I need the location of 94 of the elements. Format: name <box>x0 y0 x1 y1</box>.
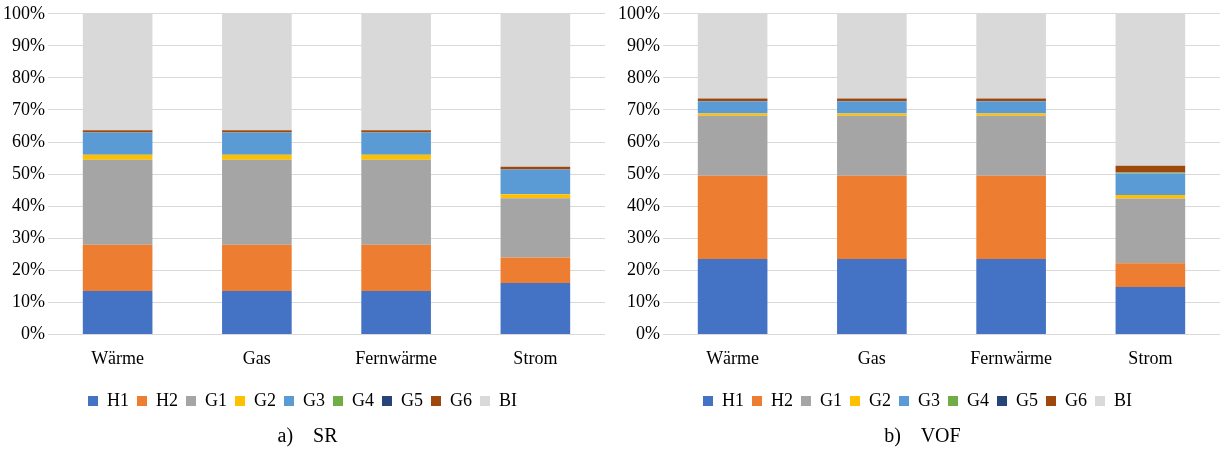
bar <box>500 257 571 284</box>
bar <box>976 98 1046 102</box>
bar <box>82 154 153 160</box>
bar <box>361 159 431 245</box>
y-tick-label: 10% <box>626 291 660 312</box>
bar <box>976 259 1046 334</box>
bar <box>1115 286 1186 334</box>
bar <box>361 154 431 160</box>
bar <box>500 283 571 334</box>
y-tick-label: 0% <box>20 323 45 344</box>
bar <box>976 101 1046 114</box>
text: b) VOF <box>884 424 961 447</box>
y-tick-label: 50% <box>11 162 45 183</box>
x-tick-label: Strom <box>513 347 558 368</box>
legend-label: G6 <box>1065 389 1087 410</box>
bar <box>976 115 1046 176</box>
bar <box>837 98 907 102</box>
bar <box>837 175 907 260</box>
y-tick-label: 100% <box>617 2 660 23</box>
legend-label: H1 <box>722 389 744 410</box>
text: a) SR <box>277 424 338 447</box>
bar <box>361 132 431 155</box>
y-tick-label: 40% <box>626 194 660 215</box>
y-tick-label: 60% <box>626 130 660 151</box>
x-tick-label: Strom <box>1128 347 1173 368</box>
bar <box>1115 173 1186 195</box>
legend-label: G1 <box>820 389 842 410</box>
bar <box>976 175 1046 260</box>
bar <box>500 198 571 258</box>
bar <box>222 154 292 160</box>
bar <box>697 175 768 260</box>
legend-label: G5 <box>401 389 423 410</box>
x-tick-label: Wärme <box>91 347 145 368</box>
bar <box>697 259 768 334</box>
bar <box>82 132 153 155</box>
bar <box>500 194 571 199</box>
y-tick-label: 60% <box>11 130 45 151</box>
y-tick-label: 90% <box>626 34 660 55</box>
bar <box>222 291 292 334</box>
bar <box>82 244 153 292</box>
bar <box>500 166 571 170</box>
y-tick-label: 40% <box>11 194 45 215</box>
legend-label: G2 <box>254 389 276 410</box>
bar <box>500 169 571 195</box>
y-tick-label: 20% <box>11 259 45 280</box>
bar <box>82 159 153 245</box>
bar <box>697 98 768 102</box>
y-tick-label: 80% <box>11 66 45 87</box>
y-tick-label: 100% <box>2 2 45 23</box>
x-tick-label: Fernwärme <box>970 347 1053 368</box>
bar <box>837 115 907 176</box>
x-tick-label: Fernwärme <box>355 347 438 368</box>
y-tick-label: 10% <box>11 291 45 312</box>
legend-label: G1 <box>205 389 227 410</box>
legend-label: H2 <box>156 389 178 410</box>
legend-label: BI <box>1114 389 1132 410</box>
y-tick-label: 30% <box>626 226 660 247</box>
y-tick-label: 80% <box>626 66 660 87</box>
legend-label: BI <box>499 389 517 410</box>
bar <box>222 132 292 155</box>
y-tick-label: 30% <box>11 226 45 247</box>
x-tick-label: Gas <box>857 347 886 368</box>
y-tick-label: 0% <box>635 323 660 344</box>
bar <box>976 113 1046 116</box>
y-tick-label: 20% <box>626 259 660 280</box>
bar <box>222 244 292 292</box>
bar <box>697 101 768 114</box>
bar <box>1115 263 1186 287</box>
legend-label: G2 <box>869 389 891 410</box>
bar <box>361 291 431 334</box>
legend-label: H2 <box>771 389 793 410</box>
bar <box>361 244 431 292</box>
bar <box>1115 198 1186 264</box>
bar <box>361 130 431 133</box>
bar <box>82 291 153 334</box>
y-tick-label: 70% <box>626 98 660 119</box>
bar <box>837 259 907 334</box>
legend-label: G6 <box>450 389 472 410</box>
bar <box>222 130 292 133</box>
y-tick-label: 90% <box>11 34 45 55</box>
legend-label: G4 <box>352 389 374 410</box>
legend-label: G4 <box>967 389 989 410</box>
legend-label: H1 <box>107 389 129 410</box>
x-tick-label: Gas <box>242 347 271 368</box>
bar <box>837 101 907 114</box>
bar <box>222 159 292 245</box>
bar <box>837 113 907 116</box>
y-tick-label: 50% <box>626 162 660 183</box>
bar <box>697 115 768 176</box>
legend-label: G3 <box>303 389 325 410</box>
legend-label: G3 <box>918 389 940 410</box>
y-tick-label: 70% <box>11 98 45 119</box>
legend-label: G5 <box>1016 389 1038 410</box>
x-tick-label: Wärme <box>706 347 760 368</box>
